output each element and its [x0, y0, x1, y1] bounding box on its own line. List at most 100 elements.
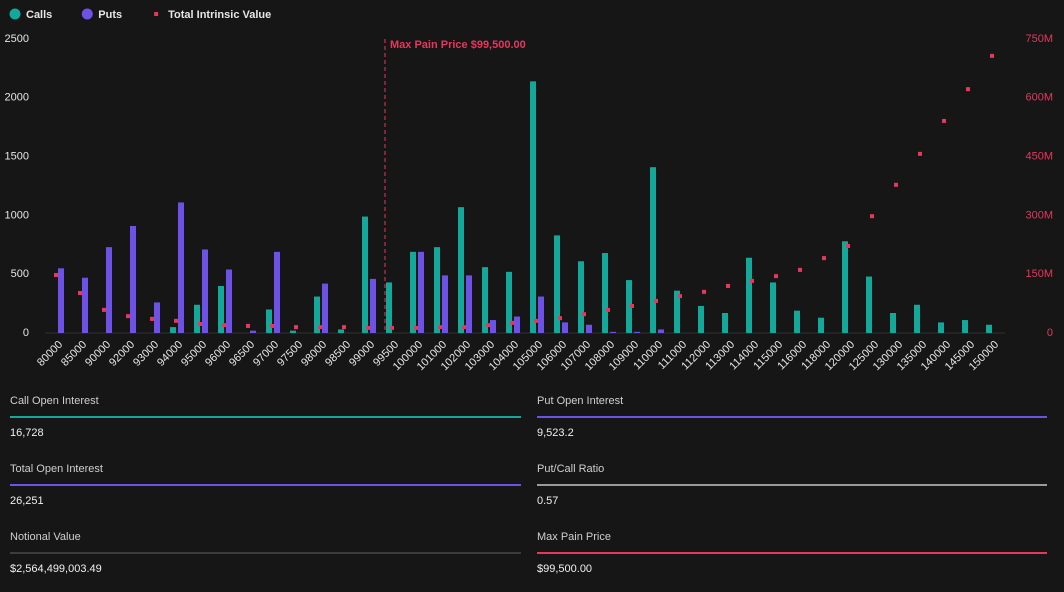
stat-value: $2,564,499,003.49: [10, 563, 102, 575]
intrinsic-point: [462, 325, 466, 330]
bar: [962, 320, 968, 333]
intrinsic-point: [318, 325, 322, 330]
stat-label: Put Open Interest: [537, 395, 623, 407]
stat-value: $99,500.00: [537, 563, 592, 575]
bar: [490, 320, 496, 333]
bar: [866, 276, 872, 333]
bar: [370, 278, 376, 333]
intrinsic-point: [966, 87, 970, 92]
bar: [154, 302, 160, 333]
bar: [602, 253, 608, 333]
intrinsic-point: [726, 283, 730, 288]
y-tick-label: 500: [11, 268, 29, 280]
intrinsic-point: [390, 325, 394, 330]
bar: [554, 235, 560, 333]
intrinsic-point: [942, 118, 946, 123]
intrinsic-point: [774, 274, 778, 279]
bar: [418, 251, 424, 333]
intrinsic-point: [918, 151, 922, 156]
intrinsic-point: [798, 267, 802, 272]
x-tick-label: 96000: [203, 339, 233, 369]
x-tick-label: 96500: [227, 339, 257, 369]
intrinsic-point: [894, 182, 898, 187]
y2-tick-label: 300M: [1025, 209, 1053, 221]
intrinsic-point: [414, 325, 418, 330]
stat-label: Put/Call Ratio: [537, 463, 604, 475]
bar: [338, 329, 344, 333]
intrinsic-point: [630, 303, 634, 308]
intrinsic-point: [126, 314, 130, 319]
bar: [562, 322, 568, 333]
bar: [506, 271, 512, 333]
bar: [410, 251, 416, 333]
bar: [538, 296, 544, 333]
intrinsic-point: [294, 325, 298, 330]
legend-label[interactable]: Total Intrinsic Value: [168, 9, 271, 21]
intrinsic-point: [558, 316, 562, 321]
intrinsic-point: [366, 325, 370, 330]
stat-label: Total Open Interest: [10, 463, 103, 475]
bar: [170, 327, 176, 333]
legend-marker: [9, 8, 21, 20]
y-tick-label: 2500: [5, 33, 29, 45]
x-tick-label: 97500: [275, 339, 305, 369]
intrinsic-point: [654, 298, 658, 303]
bar: [458, 207, 464, 333]
y2-tick-label: 150M: [1025, 268, 1053, 280]
intrinsic-point: [582, 312, 586, 317]
bar: [650, 167, 656, 333]
bar: [466, 275, 472, 333]
x-tick-label: 80000: [35, 339, 65, 369]
intrinsic-point: [342, 325, 346, 330]
bar: [986, 324, 992, 333]
bar: [514, 316, 520, 333]
legend-marker: [81, 8, 93, 20]
stat-label: Max Pain Price: [537, 531, 611, 543]
bar: [770, 282, 776, 333]
max-pain-label: Max Pain Price $99,500.00: [390, 39, 526, 51]
stat-label: Call Open Interest: [10, 395, 99, 407]
intrinsic-point: [150, 316, 154, 321]
bar: [178, 202, 184, 333]
intrinsic-point: [486, 323, 490, 328]
bar: [434, 247, 440, 333]
bar: [442, 275, 448, 333]
bar: [794, 310, 800, 333]
bar: [250, 330, 256, 333]
x-tick-label: 97000: [251, 339, 281, 369]
bar: [626, 280, 632, 333]
legend-label[interactable]: Calls: [26, 9, 52, 21]
bar: [578, 261, 584, 333]
x-tick-label: 98000: [299, 339, 329, 369]
stat-value: 16,728: [10, 427, 44, 439]
intrinsic-point: [822, 256, 826, 261]
x-tick-label: 85000: [59, 339, 89, 369]
intrinsic-point: [534, 318, 538, 323]
x-tick-label: 93000: [131, 339, 161, 369]
intrinsic-point: [678, 294, 682, 299]
intrinsic-point: [846, 243, 850, 248]
bar: [586, 324, 592, 333]
bar: [194, 304, 200, 333]
x-tick-label: 90000: [83, 339, 113, 369]
bar: [82, 277, 88, 333]
bar: [658, 329, 664, 333]
bar: [722, 313, 728, 333]
y2-tick-label: 0: [1047, 327, 1053, 339]
intrinsic-point: [438, 325, 442, 330]
intrinsic-point: [78, 291, 82, 296]
y2-tick-label: 450M: [1025, 151, 1053, 163]
bar: [274, 251, 280, 333]
bar: [818, 317, 824, 333]
intrinsic-point: [198, 321, 202, 326]
bar: [130, 225, 136, 333]
y-tick-label: 0: [23, 327, 29, 339]
intrinsic-point: [174, 318, 178, 323]
y-tick-label: 1000: [5, 209, 29, 221]
bar: [530, 81, 536, 333]
stat-value: 26,251: [10, 495, 44, 507]
intrinsic-point: [870, 214, 874, 219]
legend-label[interactable]: Puts: [98, 9, 122, 21]
y2-tick-label: 750M: [1025, 33, 1053, 45]
